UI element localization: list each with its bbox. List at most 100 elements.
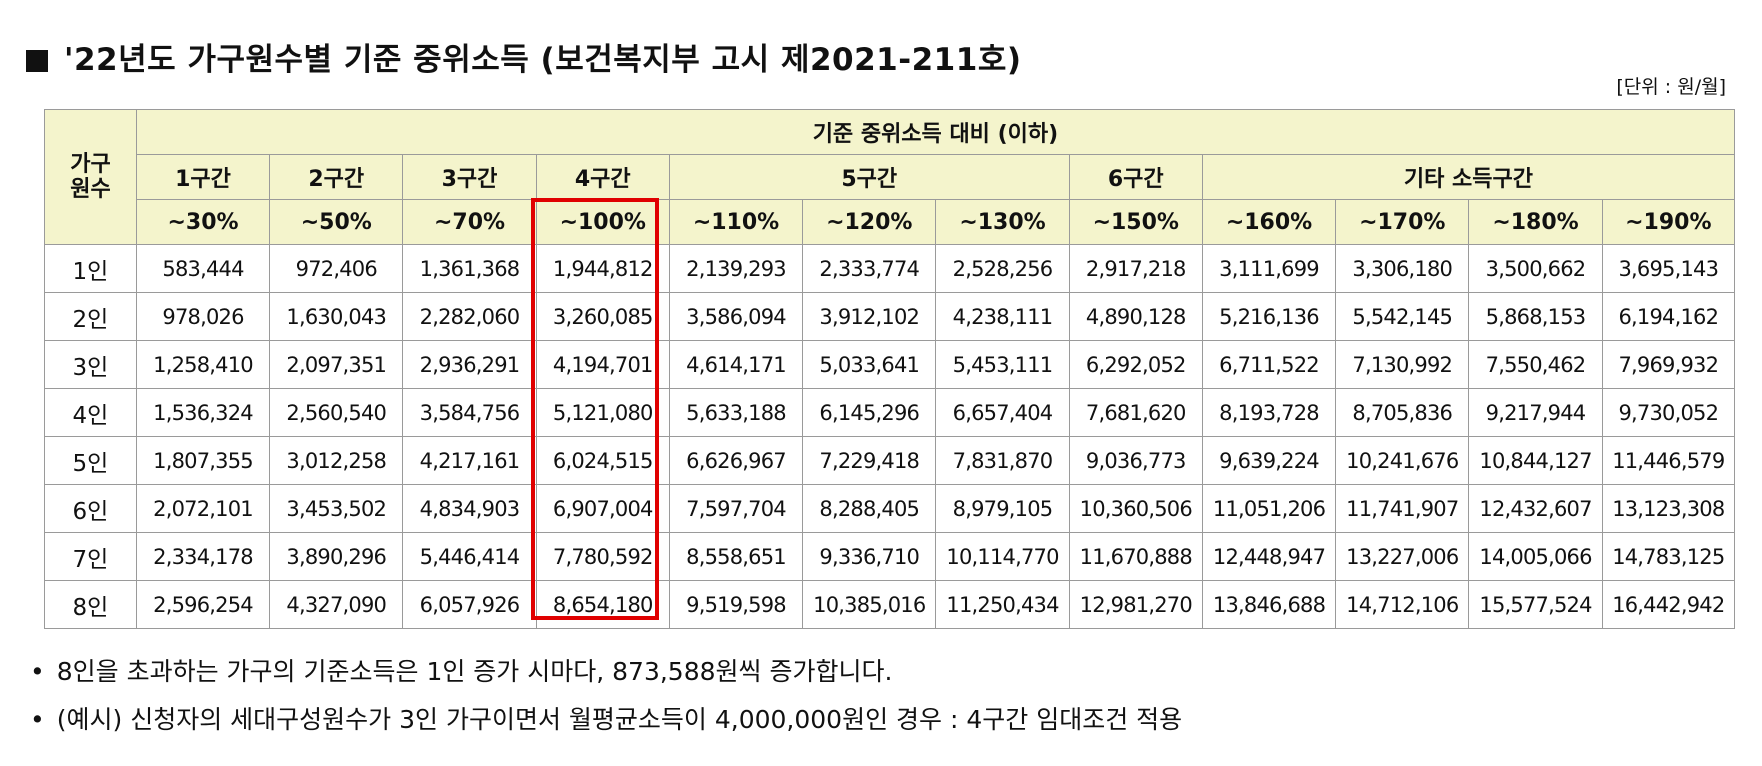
income-cell: 11,250,434 xyxy=(935,580,1070,629)
income-cell: 3,453,502 xyxy=(269,484,404,533)
income-cell: 4,217,161 xyxy=(402,436,537,485)
household-size-cell: 2인 xyxy=(44,292,137,341)
income-cell: 9,336,710 xyxy=(802,532,937,581)
bullet-icon: • xyxy=(30,705,45,734)
income-cell: 2,334,178 xyxy=(135,532,271,581)
table-row: 3인 1,258,410 2,097,351 2,936,291 4,194,701 4,… xyxy=(44,340,1736,389)
income-cell: 7,969,932 xyxy=(1601,340,1736,389)
income-cell: 8,558,651 xyxy=(668,532,804,581)
unit-label: [단위 : 원/월] xyxy=(1616,76,1726,98)
percent-header: ~180% xyxy=(1468,199,1603,245)
income-cell: 2,560,540 xyxy=(269,388,404,437)
income-cell: 12,432,607 xyxy=(1468,484,1603,533)
table-body: 1인 583,444 972,406 1,361,368 1,944,812 2,139,… xyxy=(44,244,1736,629)
income-cell: 2,333,774 xyxy=(802,244,937,293)
income-cell: 15,577,524 xyxy=(1468,580,1603,629)
table-row: 8인 2,596,254 4,327,090 6,057,926 8,654,180 9,… xyxy=(44,580,1736,629)
income-cell: 2,097,351 xyxy=(269,340,404,389)
income-cell: 583,444 xyxy=(135,244,271,293)
income-cell: 6,657,404 xyxy=(935,388,1070,437)
income-cell: 4,614,171 xyxy=(668,340,804,389)
income-cell: 7,550,462 xyxy=(1468,340,1603,389)
income-cell: 11,446,579 xyxy=(1601,436,1736,485)
percent-header: ~190% xyxy=(1601,199,1736,245)
income-cell: 13,123,308 xyxy=(1601,484,1736,533)
percent-header-row: ~30% ~50% ~70% ~100% ~110% ~120% ~130% ~150% ~16… xyxy=(45,199,1736,245)
income-cell: 9,639,224 xyxy=(1201,436,1337,485)
income-cell: 4,238,111 xyxy=(935,292,1070,341)
household-size-cell: 1인 xyxy=(44,244,137,293)
income-cell: 11,741,907 xyxy=(1335,484,1470,533)
income-cell: 14,783,125 xyxy=(1601,532,1736,581)
income-cell: 3,584,756 xyxy=(402,388,537,437)
corner-label-line2: 원수 xyxy=(70,177,111,202)
income-cell: 1,361,368 xyxy=(402,244,537,293)
income-cell: 3,890,296 xyxy=(269,532,404,581)
income-cell: 7,130,992 xyxy=(1335,340,1470,389)
income-cell: 6,145,296 xyxy=(802,388,937,437)
income-cell: 6,711,522 xyxy=(1201,340,1337,389)
group-header: 기타 소득구간 xyxy=(1201,154,1736,200)
income-cell: 7,597,704 xyxy=(668,484,804,533)
income-cell: 3,111,699 xyxy=(1201,244,1337,293)
income-cell: 8,705,836 xyxy=(1335,388,1470,437)
household-size-cell: 4인 xyxy=(44,388,137,437)
income-cell: 2,917,218 xyxy=(1068,244,1203,293)
bullet-icon: • xyxy=(30,657,45,686)
median-income-table: 가구 원수 기준 중위소득 대비 (이하) 1구간 2구간 3구간 4구간 5구간 6구간… xyxy=(44,109,1736,629)
income-cell: 8,979,105 xyxy=(935,484,1070,533)
income-cell: 3,912,102 xyxy=(802,292,937,341)
percent-header: ~30% xyxy=(135,199,271,245)
income-cell: 6,907,004 xyxy=(535,484,670,533)
income-cell: 3,500,662 xyxy=(1468,244,1603,293)
income-cell: 5,453,111 xyxy=(935,340,1070,389)
percent-header: ~110% xyxy=(668,199,804,245)
income-cell: 5,216,136 xyxy=(1201,292,1337,341)
percent-header: ~170% xyxy=(1335,199,1470,245)
income-cell: 5,121,080 xyxy=(535,388,670,437)
income-cell: 2,072,101 xyxy=(135,484,271,533)
income-cell: 2,528,256 xyxy=(935,244,1070,293)
income-cell: 6,292,052 xyxy=(1068,340,1203,389)
income-cell: 3,695,143 xyxy=(1601,244,1736,293)
income-cell: 1,807,355 xyxy=(135,436,271,485)
income-cell: 5,446,414 xyxy=(402,532,537,581)
group-header: 6구간 xyxy=(1068,154,1203,200)
income-cell: 10,241,676 xyxy=(1335,436,1470,485)
income-cell: 2,282,060 xyxy=(402,292,537,341)
income-cell: 10,385,016 xyxy=(802,580,937,629)
note-text: 8인을 초과하는 가구의 기준소득은 1인 증가 시마다, 873,588원씩 … xyxy=(56,657,893,686)
group-header: 4구간 xyxy=(535,154,670,200)
income-cell: 1,258,410 xyxy=(135,340,271,389)
table-row: 4인 1,536,324 2,560,540 3,584,756 5,121,080 5,… xyxy=(44,388,1736,437)
title-text: '22년도 가구원수별 기준 중위소득 (보건복지부 고시 제2021-211호… xyxy=(64,42,1022,78)
note-text: (예시) 신청자의 세대구성원수가 3인 가구이면서 월평균소득이 4,000,… xyxy=(56,705,1183,734)
income-cell: 8,193,728 xyxy=(1201,388,1337,437)
page-title: '22년도 가구원수별 기준 중위소득 (보건복지부 고시 제2021-211호… xyxy=(26,34,1022,79)
table-row: 1인 583,444 972,406 1,361,368 1,944,812 2,139,… xyxy=(44,244,1736,293)
income-cell: 12,448,947 xyxy=(1201,532,1337,581)
group-header: 2구간 xyxy=(269,154,404,200)
percent-header: ~70% xyxy=(402,199,537,245)
group-header: 3구간 xyxy=(402,154,537,200)
income-cell: 10,360,506 xyxy=(1068,484,1203,533)
black-square-icon xyxy=(26,50,48,72)
income-cell: 9,036,773 xyxy=(1068,436,1203,485)
income-cell: 978,026 xyxy=(135,292,271,341)
corner-label-line1: 가구 xyxy=(70,151,111,177)
household-size-cell: 8인 xyxy=(44,580,137,629)
income-cell: 6,024,515 xyxy=(535,436,670,485)
percent-header: ~160% xyxy=(1201,199,1337,245)
income-cell: 14,005,066 xyxy=(1468,532,1603,581)
income-cell: 11,051,206 xyxy=(1201,484,1337,533)
header-row-top: 가구 원수 기준 중위소득 대비 (이하) xyxy=(44,109,1736,245)
income-cell: 7,780,592 xyxy=(535,532,670,581)
table-row: 6인 2,072,101 3,453,502 4,834,903 6,907,004 7,… xyxy=(44,484,1736,533)
median-ratio-header: 기준 중위소득 대비 (이하) xyxy=(135,109,1736,155)
income-cell: 7,229,418 xyxy=(802,436,937,485)
income-cell: 14,712,106 xyxy=(1335,580,1470,629)
note-1: • 8인을 초과하는 가구의 기준소득은 1인 증가 시마다, 873,588원씩… xyxy=(30,652,892,688)
income-cell: 5,868,153 xyxy=(1468,292,1603,341)
percent-header: ~50% xyxy=(269,199,404,245)
income-cell: 3,260,085 xyxy=(535,292,670,341)
